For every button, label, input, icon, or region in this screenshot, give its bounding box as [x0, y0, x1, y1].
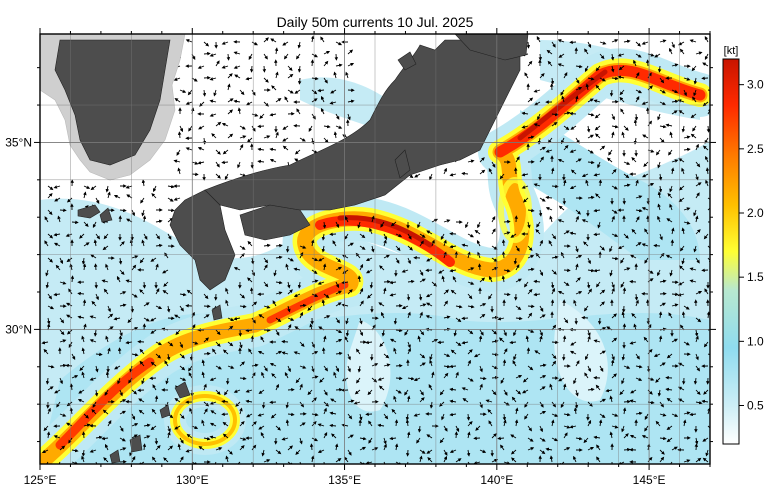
colorbar-tick-label: 2.5	[747, 142, 764, 156]
colorbar-tick-label: 1.0	[747, 334, 764, 348]
colorbar-tick-label: 3.0	[747, 78, 764, 92]
colorbar-tick-label: 0.5	[747, 399, 764, 413]
longitude-label: 125°E	[24, 473, 57, 487]
longitude-label: 130°E	[176, 473, 209, 487]
kuroshio-jet	[40, 48, 710, 464]
longitude-label: 135°E	[328, 473, 361, 487]
latitude-label: 35°N	[5, 135, 32, 149]
colorbar: [kt] 0.5 1.0 1.5 2.0 2.5 3.0	[722, 45, 764, 445]
colorbar-tick-label: 1.5	[747, 270, 764, 284]
velocity-arrows	[41, 35, 710, 464]
land	[40, 34, 529, 464]
longitude-label: 140°E	[480, 473, 513, 487]
longitude-label: 145°E	[633, 473, 666, 487]
longitude-labels: 125°E 130°E 135°E 140°E 145°E	[24, 473, 666, 487]
map-title: Daily 50m currents 10 Jul. 2025	[276, 14, 474, 30]
colorbar-unit: [kt]	[724, 45, 739, 57]
ryukyu-islands	[109, 304, 223, 464]
honshu	[204, 39, 521, 211]
graticule	[39, 34, 710, 464]
frame-ticks	[34, 28, 716, 470]
eddy-ring	[164, 385, 246, 455]
latitude-label: 30°N	[5, 322, 32, 336]
colorbar-tick-label: 2.0	[747, 206, 764, 220]
latitude-labels: 35°N 30°N	[5, 135, 32, 336]
jeju-island	[77, 204, 101, 219]
